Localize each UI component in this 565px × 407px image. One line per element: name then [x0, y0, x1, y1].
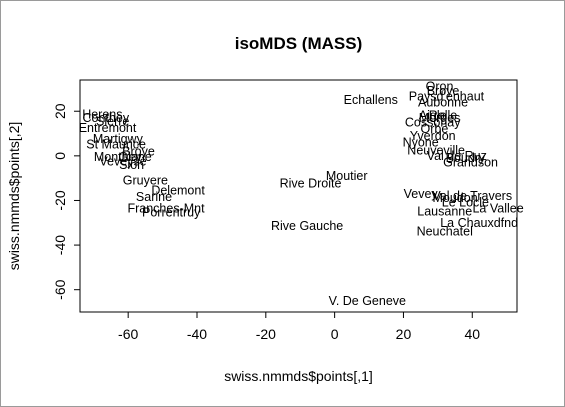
point-label: Le Locle [442, 196, 489, 210]
y-axis: -60 -40 -20 0 20 [52, 103, 81, 300]
point-label: Broye [427, 84, 460, 98]
point-label: Val de Travers [432, 189, 512, 203]
point-label: Val de Ruz [427, 149, 487, 163]
chart-title: isoMDS (MASS) [235, 34, 363, 53]
y-tick-label: -40 [52, 235, 68, 255]
point-label: Glane [118, 150, 151, 164]
point-label: Franches-Mnt [127, 201, 205, 215]
point-label: La Vallee [472, 201, 523, 215]
y-tick-label: -60 [52, 279, 68, 299]
x-tick-label: 0 [331, 326, 339, 342]
point-label: Sarine [136, 190, 172, 204]
point-label: St Maurice [86, 138, 146, 152]
point-label: Moudon [432, 191, 477, 205]
point-label: Entremont [79, 121, 137, 135]
point-label: Moutier [326, 169, 368, 183]
x-tick-label: -60 [118, 326, 138, 342]
x-tick-label: 20 [396, 326, 412, 342]
point-label: La Chauxdfnd [440, 216, 518, 230]
point-labels: OronBroyePaysd'enhautAubonneEchallensAig… [79, 80, 524, 308]
point-label: Veveyse [99, 154, 146, 168]
point-label: Gruyere [123, 173, 168, 187]
point-label: Aigle [419, 109, 447, 123]
point-label: Oron [426, 80, 454, 94]
point-label: Nyone [403, 135, 439, 149]
x-tick-label: -20 [256, 326, 276, 342]
point-label: Martigwy [93, 132, 144, 146]
point-label: Lausanne [417, 205, 472, 219]
point-label: Herens [82, 108, 122, 122]
point-label: Sierre [96, 114, 129, 128]
point-label: Aubonne [418, 95, 468, 109]
y-tick-label: 0 [52, 152, 68, 160]
y-axis-label: swiss.nmmds$points[,2] [6, 122, 22, 271]
point-label: Yverdon [410, 129, 456, 143]
point-label: Morges [419, 111, 461, 125]
x-axis: -60 -40 -20 0 20 40 [118, 311, 480, 342]
x-axis-label: swiss.nmmds$points[,1] [224, 368, 373, 384]
y-tick-label: 20 [52, 103, 68, 119]
point-label: Monthey [94, 150, 143, 164]
x-tick-label: -40 [187, 326, 207, 342]
point-label: Orbe [421, 122, 449, 136]
point-label: Grandson [443, 156, 498, 170]
point-label: Vevey [404, 187, 439, 201]
point-label: V. De Geneve [329, 294, 406, 308]
point-label: Echallens [344, 93, 398, 107]
point-label: Broye [122, 144, 155, 158]
point-label: Neuveville [407, 143, 465, 157]
point-label: Sion [119, 158, 144, 172]
x-tick-label: 40 [464, 326, 480, 342]
point-label: Rive Droite [280, 177, 342, 191]
point-label: Cossonay [405, 115, 461, 129]
point-label: Rolle [429, 109, 458, 123]
point-label: Boudry [446, 151, 486, 165]
point-label: Paysd'enhaut [409, 90, 485, 104]
point-label: Conthey [83, 111, 130, 125]
point-label: Rive Gauche [271, 219, 343, 233]
point-label: Porrentruy [142, 206, 201, 220]
point-label: Neuchatel [417, 225, 473, 239]
point-label: Delemont [151, 183, 205, 197]
y-tick-label: -20 [52, 190, 68, 210]
